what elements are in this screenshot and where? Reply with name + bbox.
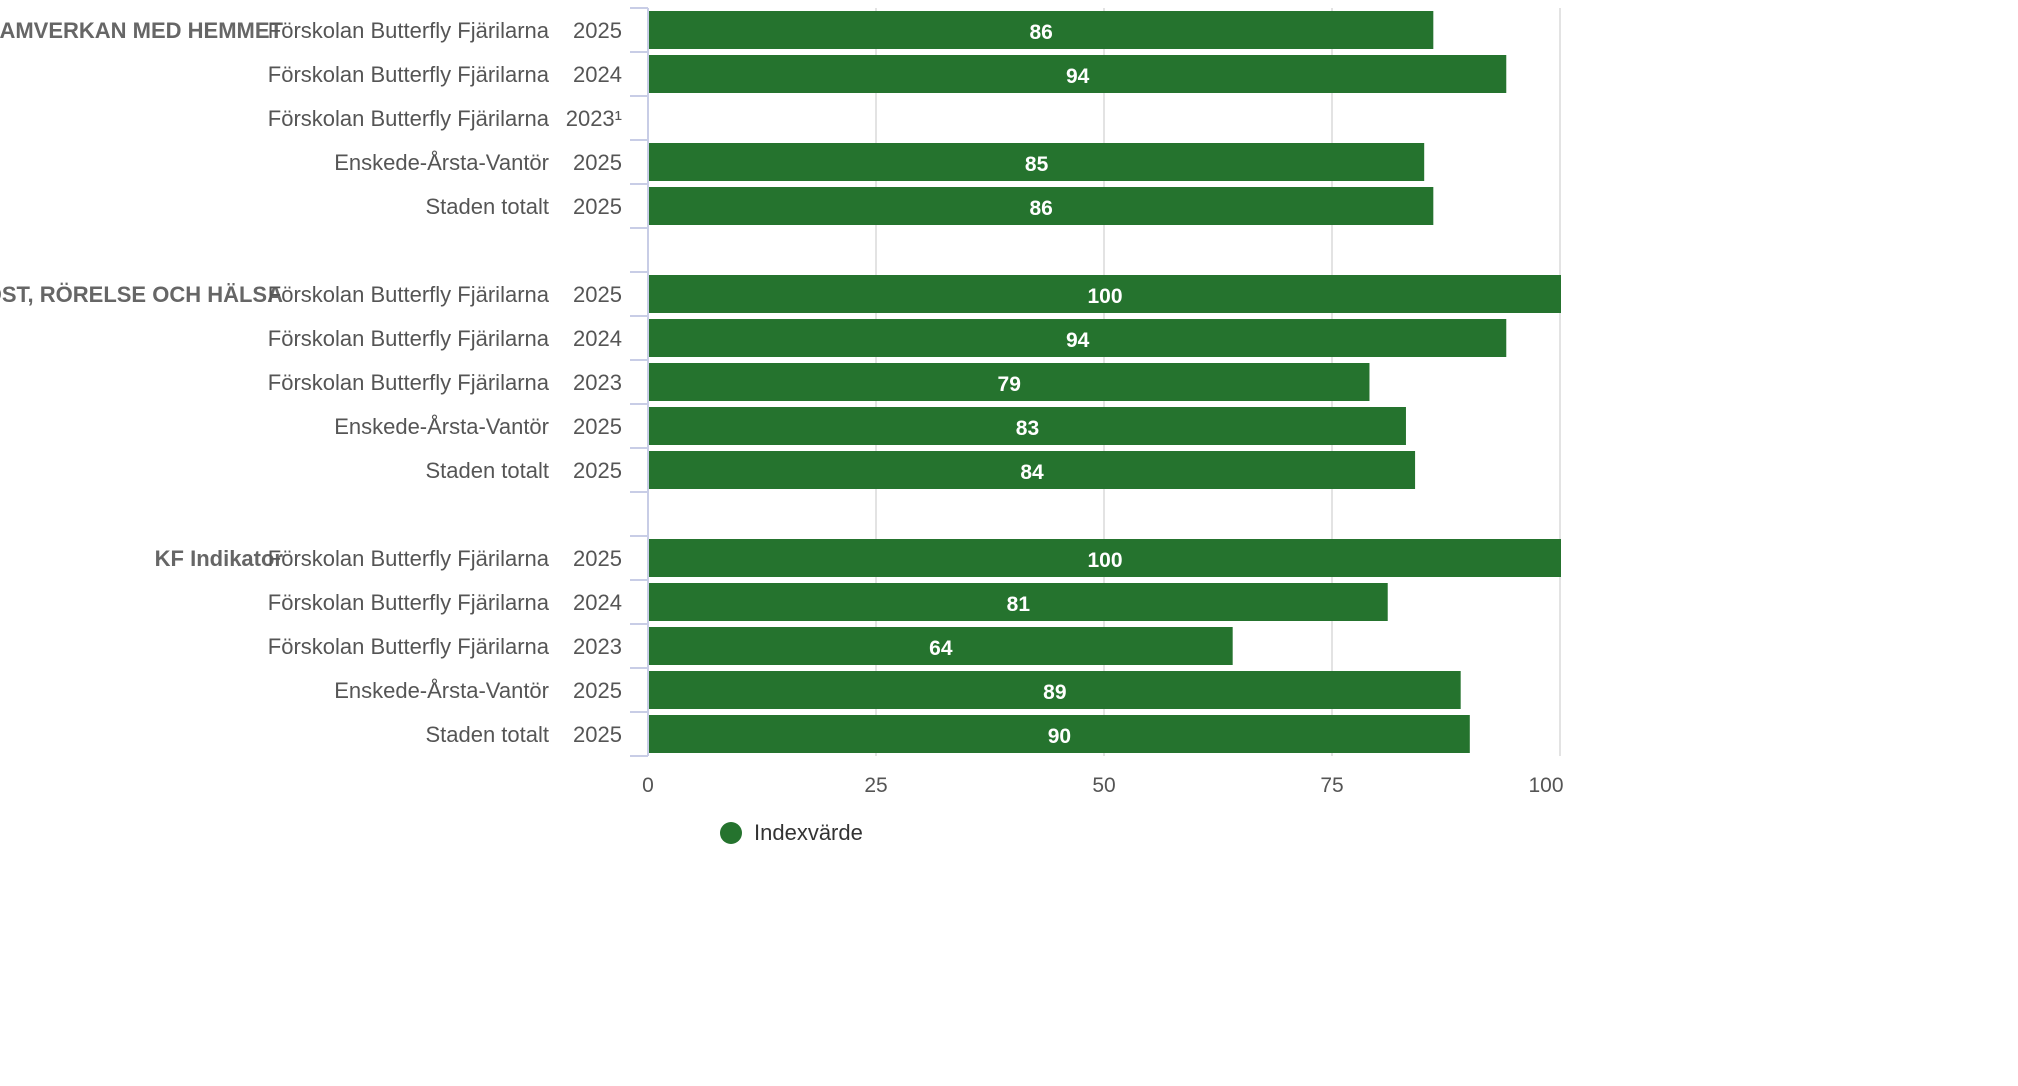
row-label: Enskede-Årsta-Vantör bbox=[334, 414, 549, 439]
legend-marker bbox=[720, 822, 742, 844]
row-year-label: 2025 bbox=[573, 194, 622, 219]
row-label: Förskolan Butterfly Fjärilarna bbox=[268, 590, 550, 615]
row-year-label: 2025 bbox=[573, 458, 622, 483]
bar bbox=[649, 143, 1425, 181]
x-tick-label: 50 bbox=[1092, 774, 1115, 797]
row-label: Staden totalt bbox=[425, 722, 549, 747]
row-label: Förskolan Butterfly Fjärilarna bbox=[268, 546, 550, 571]
row-label: Förskolan Butterfly Fjärilarna bbox=[268, 326, 550, 351]
row-year-label: 2025 bbox=[573, 18, 622, 43]
bar-value-label: 86 bbox=[1029, 197, 1052, 220]
x-tick-label: 100 bbox=[1528, 774, 1563, 797]
bar-value-label: 100 bbox=[1087, 285, 1122, 308]
row-year-label: 2023¹ bbox=[566, 106, 622, 131]
bar-value-label: 100 bbox=[1087, 549, 1122, 572]
bar bbox=[649, 11, 1434, 49]
bar-value-label: 84 bbox=[1020, 461, 1044, 484]
bar bbox=[649, 583, 1388, 621]
bar-value-label: 90 bbox=[1048, 725, 1071, 748]
category-label: KF Indikator bbox=[155, 546, 284, 571]
bar bbox=[649, 275, 1561, 313]
bar bbox=[649, 451, 1416, 489]
bar-value-label: 83 bbox=[1016, 417, 1039, 440]
row-label: Förskolan Butterfly Fjärilarna bbox=[268, 370, 550, 395]
bar bbox=[649, 671, 1461, 709]
bar bbox=[649, 363, 1370, 401]
bar-value-label: 89 bbox=[1043, 681, 1066, 704]
bar bbox=[649, 715, 1470, 753]
row-label: Staden totalt bbox=[425, 194, 549, 219]
bar-value-label: 79 bbox=[998, 373, 1021, 396]
row-label: Förskolan Butterfly Fjärilarna bbox=[268, 18, 550, 43]
x-tick-label: 25 bbox=[864, 774, 887, 797]
x-tick-label: 0 bbox=[642, 774, 654, 797]
bar-value-label: 86 bbox=[1029, 21, 1052, 44]
row-label: Staden totalt bbox=[425, 458, 549, 483]
row-year-label: 2024 bbox=[573, 326, 622, 351]
x-tick-label: 75 bbox=[1320, 774, 1343, 797]
row-year-label: 2025 bbox=[573, 414, 622, 439]
bar bbox=[649, 55, 1507, 93]
row-year-label: 2024 bbox=[573, 62, 622, 87]
row-year-label: 2023 bbox=[573, 370, 622, 395]
bar bbox=[649, 187, 1434, 225]
bar bbox=[649, 319, 1507, 357]
row-label: Förskolan Butterfly Fjärilarna bbox=[268, 106, 550, 131]
row-label: Förskolan Butterfly Fjärilarna bbox=[268, 282, 550, 307]
category-label: KOST, RÖRELSE OCH HÄLSA bbox=[0, 282, 283, 307]
row-year-label: 2025 bbox=[573, 150, 622, 175]
row-year-label: 2024 bbox=[573, 590, 622, 615]
bar bbox=[649, 407, 1406, 445]
row-label: Enskede-Årsta-Vantör bbox=[334, 678, 549, 703]
bar-value-label: 94 bbox=[1066, 65, 1090, 88]
bar bbox=[649, 539, 1561, 577]
chart-legend[interactable]: Indexvärde bbox=[720, 820, 863, 846]
bar bbox=[649, 627, 1233, 665]
row-year-label: 2025 bbox=[573, 678, 622, 703]
bar-value-label: 64 bbox=[929, 637, 953, 660]
row-year-label: 2025 bbox=[573, 546, 622, 571]
bar-value-label: 94 bbox=[1066, 329, 1090, 352]
bar-value-label: 85 bbox=[1025, 153, 1049, 176]
row-year-label: 2025 bbox=[573, 722, 622, 747]
row-label: Förskolan Butterfly Fjärilarna bbox=[268, 62, 550, 87]
bar-value-label: 81 bbox=[1007, 593, 1031, 616]
legend-label: Indexvärde bbox=[754, 820, 863, 845]
row-label: Förskolan Butterfly Fjärilarna bbox=[268, 634, 550, 659]
row-label: Enskede-Årsta-Vantör bbox=[334, 150, 549, 175]
category-label: SAMVERKAN MED HEMMET bbox=[0, 18, 284, 43]
row-year-label: 2025 bbox=[573, 282, 622, 307]
row-year-label: 2023 bbox=[573, 634, 622, 659]
